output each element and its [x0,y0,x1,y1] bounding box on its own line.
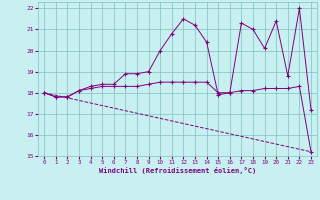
X-axis label: Windchill (Refroidissement éolien,°C): Windchill (Refroidissement éolien,°C) [99,167,256,174]
